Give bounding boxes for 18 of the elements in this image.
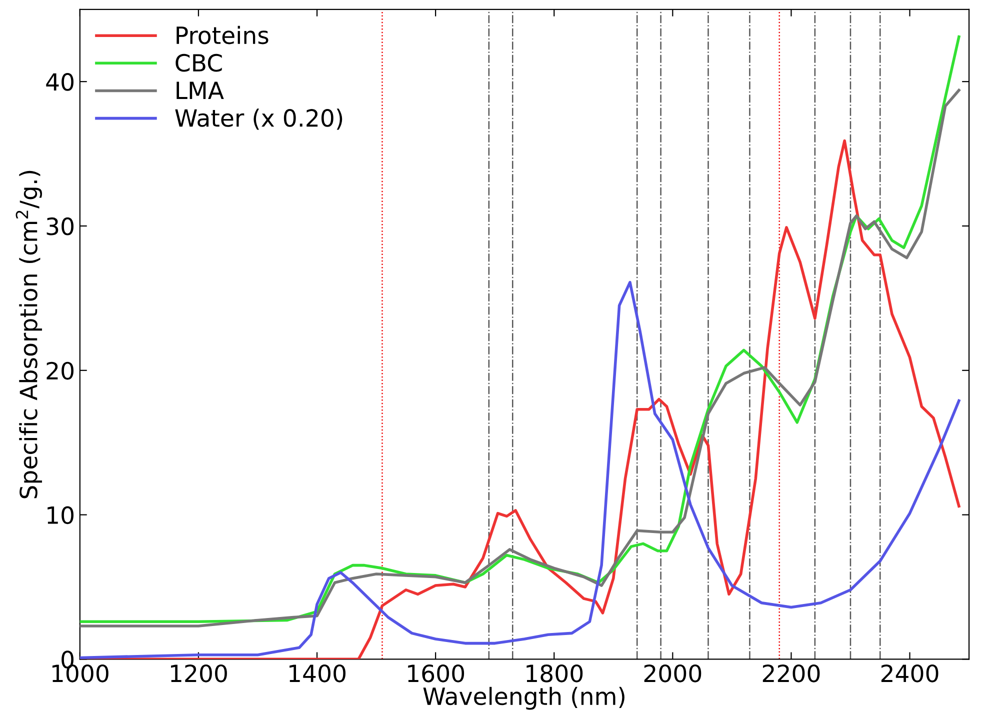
x-tick-label: 2000 — [644, 664, 702, 682]
legend-label: Water (x 0.20) — [175, 108, 342, 130]
x-tick-label: 2200 — [762, 664, 820, 682]
x-tick-label: 1400 — [290, 664, 346, 682]
y-tick-label: 10 — [48, 506, 74, 524]
y-tick-label: 40 — [46, 73, 74, 91]
x-tick-label: 1600 — [408, 664, 464, 682]
y-axis-title: Specific Absorption (cm$^{2}$/g.) — [16, 170, 42, 498]
y-tick-label: 30 — [46, 217, 74, 236]
x-tick-label: 1800 — [526, 664, 583, 682]
x-axis-title: Wavelength (nm) — [423, 686, 624, 710]
legend-label: LMA — [176, 82, 224, 99]
x-tick-label: 1200 — [171, 664, 227, 682]
x-tick-label: 2400 — [881, 664, 938, 682]
legend-label: CBC — [176, 54, 222, 72]
y-tick-label: 20 — [46, 362, 74, 380]
line-series — [80, 280, 960, 660]
legend-label: Proteins — [176, 26, 268, 44]
